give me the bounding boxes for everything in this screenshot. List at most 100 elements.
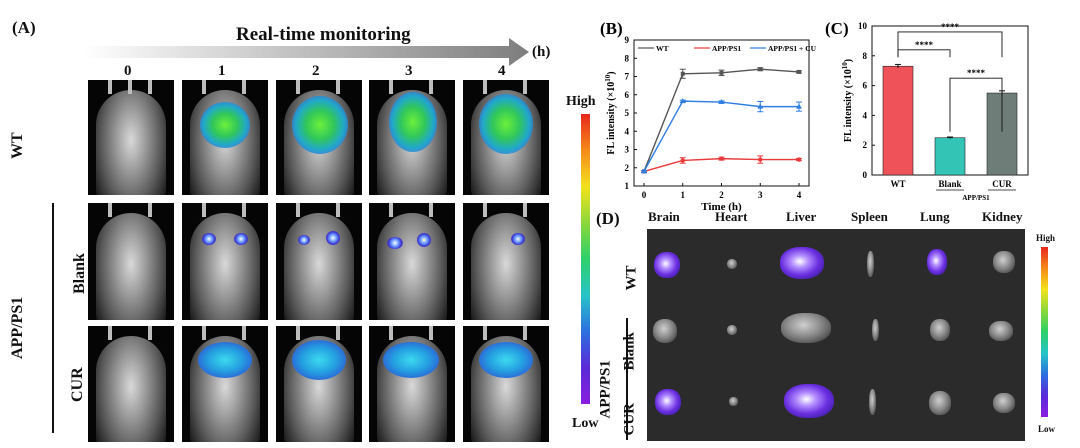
chart-c-xtick-label: WT bbox=[890, 179, 905, 189]
group-bracket-line bbox=[52, 203, 54, 433]
d-scale-high-label: High bbox=[1036, 233, 1056, 243]
chart-b-point bbox=[680, 71, 685, 76]
chart-b-ytick-label: 8 bbox=[625, 53, 630, 63]
chart-c-sig-blank-cur bbox=[949, 77, 1003, 132]
mouse-image-wt-1h bbox=[182, 80, 268, 195]
d-row-label-cur: CUR bbox=[621, 403, 638, 436]
chart-b-point bbox=[719, 156, 724, 161]
organ-label-lung: Lung bbox=[920, 209, 950, 224]
mouse-image-cur-0h bbox=[88, 326, 174, 442]
chart-b-point bbox=[796, 103, 802, 109]
chart-c-sig-wt-blank-label: **** bbox=[915, 40, 934, 50]
organ-blank-heart bbox=[727, 325, 737, 335]
panel-b-label: (B) bbox=[600, 19, 623, 38]
d-scale-low-label: Low bbox=[1038, 424, 1056, 434]
chart-c-bar-blank bbox=[934, 137, 966, 176]
mouse-image-wt-0h bbox=[88, 80, 174, 195]
time-arrow bbox=[84, 38, 529, 66]
chart-c-sig-wt-cur bbox=[897, 31, 1003, 58]
time-unit: (h) bbox=[532, 44, 551, 60]
chart-b-ytick-label: 5 bbox=[625, 108, 630, 118]
chart-c-ylabel: FL intensity (×1010) bbox=[841, 59, 854, 142]
chart-c-bar-wt bbox=[882, 65, 914, 176]
d-row-label-wt: WT bbox=[623, 265, 640, 291]
organ-wt-liver bbox=[780, 247, 824, 279]
chart-c: (C) 0 2 4 6 8 10 FL intensity (×1010) WT Blank CU… bbox=[825, 19, 1029, 202]
chart-b-ytick-label: 7 bbox=[625, 72, 630, 82]
organ-label-brain: Brain bbox=[648, 209, 680, 224]
chart-b-xlabel: Time (h) bbox=[701, 201, 742, 213]
organ-cur-lung bbox=[929, 391, 951, 415]
chart-b-ytick-label: 3 bbox=[625, 145, 630, 155]
mouse-image-blank-2h bbox=[276, 203, 362, 320]
chart-b-xtick-label: 3 bbox=[758, 190, 763, 200]
scale-high-label: High bbox=[566, 94, 596, 109]
chart-b-point bbox=[679, 98, 686, 104]
chart-c-sig-wt-cur-label: **** bbox=[941, 22, 960, 32]
chart-c-sig-wt-blank bbox=[897, 49, 951, 58]
organ-wt-kidney bbox=[993, 251, 1015, 273]
organ-wt-spleen bbox=[867, 251, 874, 277]
color-scale-bar bbox=[581, 114, 590, 404]
chart-c-sig-blank-cur-label: **** bbox=[967, 68, 986, 78]
organ-cur-heart bbox=[729, 397, 738, 406]
organ-blank-kidney bbox=[989, 321, 1013, 341]
timepoint-4: 4 bbox=[498, 63, 506, 79]
organ-image-panel bbox=[647, 229, 1025, 441]
chart-b-ytick-label: 4 bbox=[625, 126, 630, 136]
chart-b-series-line-0 bbox=[643, 68, 800, 172]
timepoint-0: 0 bbox=[124, 63, 132, 79]
chart-b-ytick-label: 2 bbox=[625, 163, 630, 173]
d-row-label-blank: Blank bbox=[621, 332, 638, 371]
chart-b-ytick-label: 6 bbox=[625, 90, 630, 100]
timepoint-2: 2 bbox=[312, 63, 320, 79]
organ-wt-brain bbox=[654, 252, 680, 278]
chart-c-ytick-label: 8 bbox=[863, 51, 868, 61]
chart-b-point bbox=[757, 103, 764, 109]
mouse-image-wt-2h bbox=[276, 80, 362, 195]
mouse-image-cur-4h bbox=[463, 326, 549, 442]
organ-cur-brain bbox=[655, 389, 681, 415]
mouse-image-cur-1h bbox=[182, 326, 268, 442]
organ-blank-brain bbox=[653, 319, 677, 343]
chart-b-ytick-label: 1 bbox=[625, 181, 630, 191]
organ-blank-spleen bbox=[872, 319, 879, 341]
organ-cur-liver bbox=[784, 384, 834, 418]
chart-b-point bbox=[758, 157, 763, 162]
chart-b-point bbox=[719, 70, 724, 75]
row-label-wt: WT bbox=[9, 132, 26, 159]
mouse-image-blank-1h bbox=[182, 203, 268, 320]
row-label-blank: Blank bbox=[71, 253, 88, 294]
organ-label-liver: Liver bbox=[786, 209, 817, 224]
mouse-image-wt-3h bbox=[369, 80, 455, 195]
chart-b-legend-label: WT bbox=[656, 44, 669, 53]
panel-a-label: (A) bbox=[12, 18, 36, 37]
organ-wt-lung bbox=[927, 249, 947, 275]
chart-b-point bbox=[758, 67, 763, 72]
mouse-image-blank-4h bbox=[463, 203, 549, 320]
chart-c-ytick-label: 4 bbox=[863, 110, 868, 120]
chart-c-ytick-label: 2 bbox=[863, 140, 868, 150]
organ-cur-spleen bbox=[869, 389, 876, 415]
mouse-image-cur-3h bbox=[369, 326, 455, 442]
d-group-label-app-ps1: APP/PS1 bbox=[597, 360, 614, 419]
panel-c-label: (C) bbox=[825, 19, 849, 38]
d-color-scale-bar bbox=[1041, 247, 1048, 417]
chart-b-point bbox=[797, 69, 801, 74]
organ-blank-lung bbox=[930, 319, 950, 341]
chart-b: (B) 1 2 3 4 5 6 7 8 9 0 1 2 3 4 Time (h) FL intensity (… bbox=[600, 19, 816, 213]
chart-b-point bbox=[718, 99, 725, 105]
chart-b-legend-label: APP/PS1 bbox=[712, 44, 741, 53]
organ-wt-heart bbox=[727, 259, 737, 269]
mouse-image-blank-0h bbox=[88, 203, 174, 320]
organ-label-spleen: Spleen bbox=[851, 209, 888, 224]
chart-b-frame bbox=[633, 39, 810, 187]
timepoint-1: 1 bbox=[218, 63, 226, 79]
chart-c-group-label: APP/PS1 bbox=[962, 194, 990, 202]
group-label-app-ps1: APP/PS1 bbox=[9, 296, 26, 359]
organ-label-heart: Heart bbox=[715, 209, 748, 224]
panel-d-label: (D) bbox=[596, 209, 620, 228]
organ-cur-kidney bbox=[993, 393, 1015, 413]
chart-b-xtick-label: 2 bbox=[719, 190, 724, 200]
timepoint-3: 3 bbox=[405, 63, 413, 79]
